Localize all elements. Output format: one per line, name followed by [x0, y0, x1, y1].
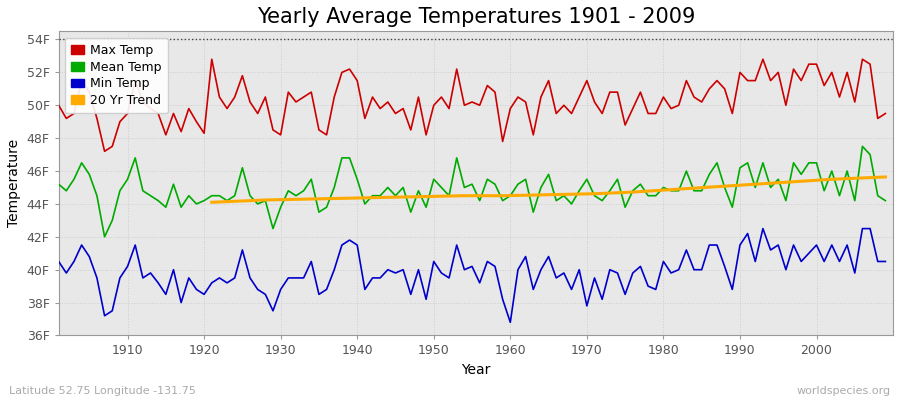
Text: worldspecies.org: worldspecies.org	[796, 386, 891, 396]
Y-axis label: Temperature: Temperature	[7, 139, 21, 228]
X-axis label: Year: Year	[461, 363, 491, 377]
Legend: Max Temp, Mean Temp, Min Temp, 20 Yr Trend: Max Temp, Mean Temp, Min Temp, 20 Yr Tre…	[65, 38, 167, 113]
Text: Latitude 52.75 Longitude -131.75: Latitude 52.75 Longitude -131.75	[9, 386, 196, 396]
Title: Yearly Average Temperatures 1901 - 2009: Yearly Average Temperatures 1901 - 2009	[256, 7, 695, 27]
